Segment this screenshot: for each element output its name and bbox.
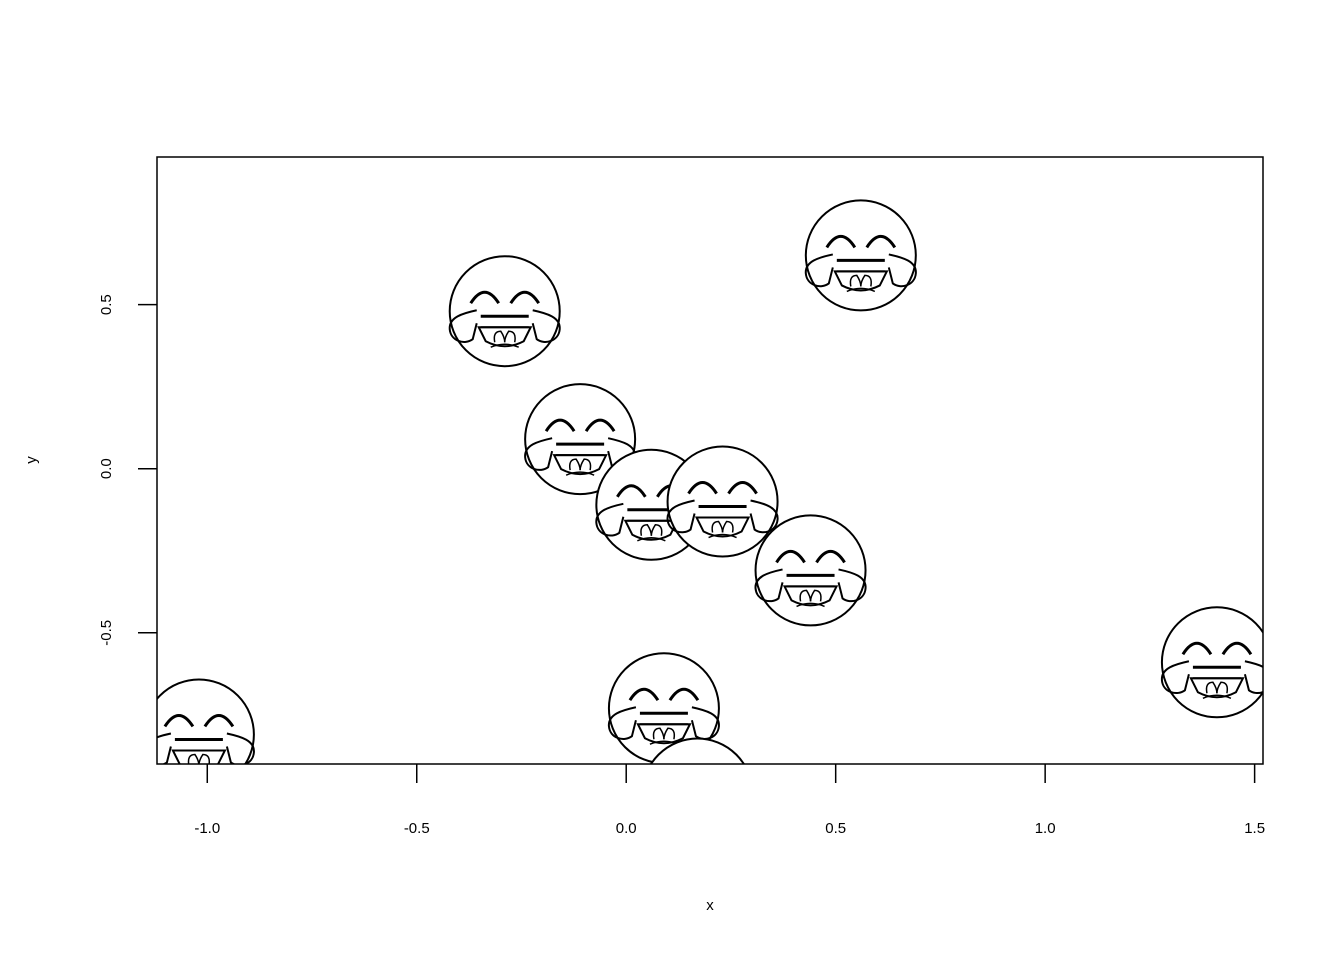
y-axis-label: y xyxy=(23,456,40,464)
y-axis: -0.5 0.0 0.5 xyxy=(98,294,157,646)
x-tick-label: 0.5 xyxy=(825,820,846,837)
data-point xyxy=(448,255,561,368)
x-tick-label: 1.5 xyxy=(1244,820,1265,837)
data-point xyxy=(157,678,255,764)
x-tick-label: -0.5 xyxy=(404,820,430,837)
plot-marks xyxy=(157,199,1263,764)
x-axis-label: x xyxy=(706,897,714,914)
x-tick-label: 1.0 xyxy=(1035,820,1056,837)
plot-frame xyxy=(156,156,1264,765)
y-tick-label: 0.5 xyxy=(98,294,115,315)
x-axis: -1.0 -0.5 0.0 0.5 1.0 1.5 xyxy=(194,764,1265,837)
data-point xyxy=(754,514,867,627)
data-point xyxy=(666,445,779,558)
data-point xyxy=(804,199,917,312)
data-point xyxy=(524,383,637,496)
y-tick-label: 0.0 xyxy=(98,458,115,479)
data-point xyxy=(649,737,746,764)
y-tick-label: -0.5 xyxy=(98,620,115,646)
x-tick-label: 0.0 xyxy=(616,820,637,837)
data-point xyxy=(1160,606,1263,719)
x-tick-label: -1.0 xyxy=(194,820,220,837)
